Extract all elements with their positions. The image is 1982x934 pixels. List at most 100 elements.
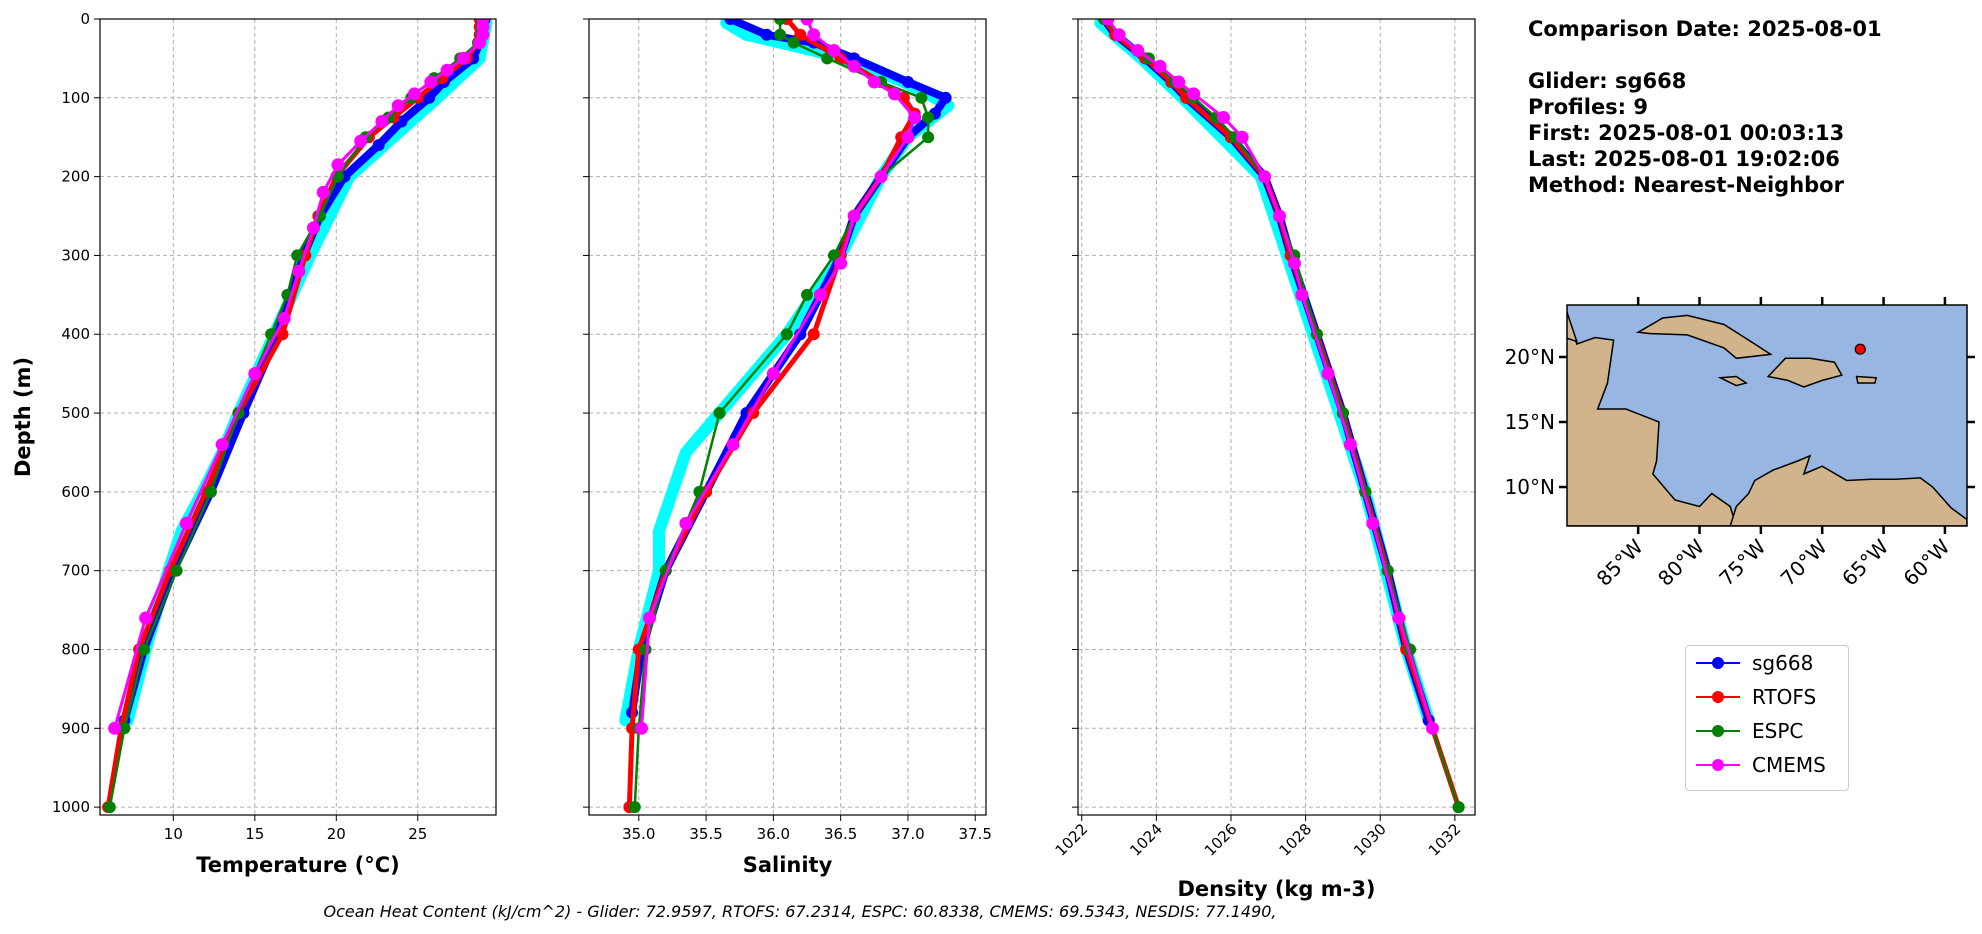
comparison-date: Comparison Date: 2025-08-01 — [1528, 17, 1882, 41]
x-tick-label: 35.0 — [622, 825, 655, 843]
method: Method: Nearest-Neighbor — [1528, 173, 1844, 197]
data-point — [1217, 111, 1231, 125]
data-point — [456, 51, 470, 65]
data-point — [215, 438, 229, 452]
legend-label: ESPC — [1752, 719, 1804, 743]
land-layer — [1567, 309, 1967, 526]
x-tick-label: 1024 — [1126, 820, 1166, 860]
data-point — [827, 44, 841, 58]
yucatan-north — [1567, 309, 1578, 343]
first-time: First: 2025-08-01 00:03:13 — [1528, 121, 1845, 145]
data-point — [847, 209, 861, 223]
data-point — [726, 438, 740, 452]
lon-tick-label: 65°W — [1837, 534, 1893, 590]
raw-glider-data — [121, 19, 493, 727]
info-box: Comparison Date: 2025-08-01 Glider: sg66… — [1528, 16, 1882, 198]
x-axis-label: Temperature (°C) — [196, 853, 399, 877]
data-point — [922, 111, 935, 124]
data-point — [1452, 801, 1465, 814]
data-point — [248, 367, 262, 381]
data-point — [922, 131, 935, 144]
series-sg668 — [118, 19, 491, 727]
data-point — [291, 249, 304, 262]
data-point — [1287, 256, 1301, 270]
data-point — [204, 485, 217, 498]
ohc-caption: Ocean Heat Content (kJ/cm^2) - Glider: 7… — [323, 902, 1277, 921]
x-tick-label: 36.0 — [757, 825, 790, 843]
data-point — [108, 721, 122, 735]
legend-item-cmems: CMEMS — [1686, 748, 1848, 782]
data-point — [887, 87, 901, 101]
y-tick-label: 800 — [61, 640, 90, 658]
data-point — [628, 801, 641, 814]
x-tick-label: 1022 — [1052, 820, 1092, 860]
panel-1: 10 15 20 25 0 100 200 300 400 500 600 700 800 900 1000… — [11, 10, 497, 877]
lon-tick-label: 60°W — [1898, 534, 1954, 590]
data-layer — [619, 19, 955, 814]
data-point — [915, 91, 928, 104]
data-point — [801, 288, 814, 301]
data-point — [1101, 19, 1115, 26]
lon-tick-label: 75°W — [1714, 534, 1770, 590]
data-point — [794, 28, 807, 41]
y-tick-label: 300 — [61, 246, 90, 264]
data-point — [807, 28, 821, 42]
glider-location-marker — [1854, 343, 1866, 355]
data-point — [1343, 438, 1357, 452]
data-point — [1112, 28, 1126, 42]
data-point — [760, 28, 773, 41]
series-sg668 — [1098, 19, 1435, 727]
y-tick-label: 900 — [61, 719, 90, 737]
series-line — [120, 19, 489, 722]
x-tick-label: 36.5 — [824, 825, 857, 843]
y-tick-label: 500 — [61, 404, 90, 422]
data-point — [901, 130, 915, 144]
legend-swatch — [1696, 653, 1740, 673]
jamaica — [1717, 375, 1748, 387]
lat-tick-label: 20°N — [1505, 345, 1555, 369]
data-point — [179, 516, 193, 530]
x-tick-label: 1028 — [1276, 820, 1316, 860]
data-point — [713, 407, 726, 420]
data-point — [939, 91, 952, 104]
legend-label: sg668 — [1752, 651, 1814, 675]
data-point — [1153, 59, 1167, 73]
series-cmems — [1101, 19, 1439, 735]
panel-3: 1022 1024 1026 1028 1030 1032 Density (kg m-3) — [1052, 18, 1476, 901]
axes-frame — [99, 18, 497, 816]
data-point — [679, 516, 693, 530]
x-tick-label: 37.5 — [959, 825, 992, 843]
legend: sg668 RTOFS ESPC CMEMS — [1685, 645, 1849, 791]
x-tick-label: 1032 — [1425, 820, 1465, 860]
data-point — [1131, 44, 1145, 58]
hispaniola — [1766, 357, 1843, 388]
lon-tick-label: 80°W — [1653, 534, 1709, 590]
data-point — [867, 75, 881, 89]
legend-item-espc: ESPC — [1686, 714, 1848, 748]
y-tick-label: 700 — [61, 562, 90, 580]
data-point — [813, 288, 827, 302]
x-tick-label: 20 — [327, 825, 346, 843]
data-point — [354, 134, 368, 148]
y-tick-label: 200 — [61, 168, 90, 186]
x-tick-label: 1026 — [1201, 820, 1241, 860]
data-point — [1366, 516, 1380, 530]
data-point — [774, 19, 787, 25]
lat-tick-label: 10°N — [1505, 475, 1555, 499]
data-point — [1235, 130, 1249, 144]
lon-tick-label: 85°W — [1592, 534, 1648, 590]
profile-count: Profiles: 9 — [1528, 95, 1649, 119]
data-point — [780, 328, 793, 341]
x-tick-label: 15 — [245, 825, 264, 843]
data-point — [1295, 288, 1309, 302]
data-point — [372, 139, 385, 152]
y-tick-label: 1000 — [52, 798, 90, 816]
data-point — [787, 36, 800, 49]
data-point — [331, 158, 345, 172]
cuba — [1635, 314, 1773, 360]
data-point — [1321, 367, 1335, 381]
raw-glider-data — [1094, 19, 1435, 727]
y-tick-label: 0 — [80, 10, 90, 28]
data-point — [118, 722, 131, 735]
x-axis-label: Salinity — [743, 853, 833, 877]
